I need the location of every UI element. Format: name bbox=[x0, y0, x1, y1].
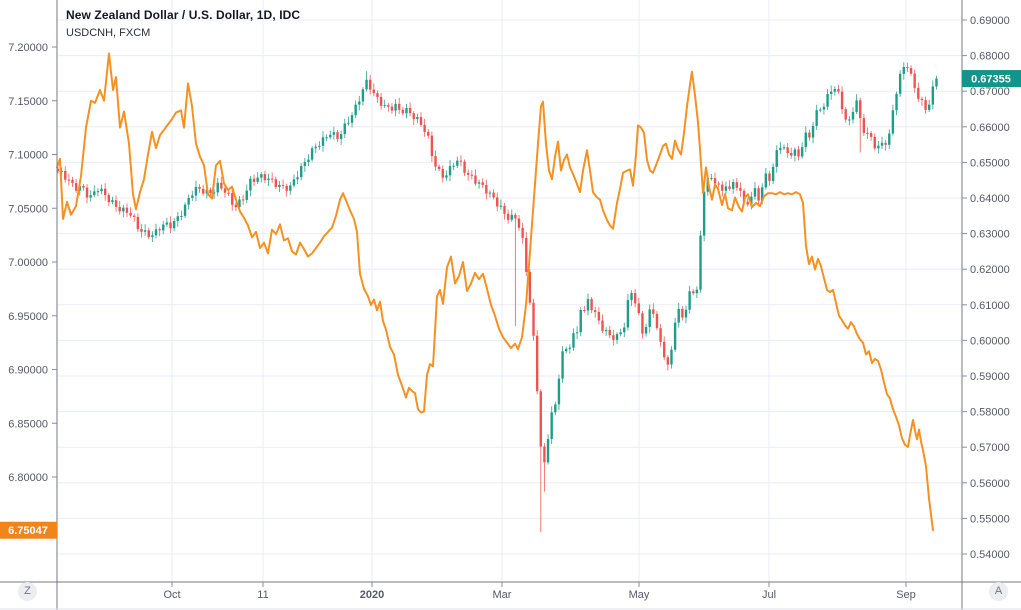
timezone-button[interactable]: Z bbox=[18, 582, 37, 601]
svg-text:0.56000: 0.56000 bbox=[970, 478, 1010, 490]
svg-text:6.80000: 6.80000 bbox=[8, 472, 48, 484]
right-price-axis[interactable]: 0.69000 0.68000 0.67000 0.66000 0.65000 0.640… bbox=[962, 15, 1010, 561]
svg-text:0.64000: 0.64000 bbox=[970, 193, 1010, 205]
svg-text:7.10000: 7.10000 bbox=[8, 150, 48, 162]
svg-text:7.00000: 7.00000 bbox=[8, 257, 48, 269]
svg-text:7.05000: 7.05000 bbox=[8, 203, 48, 215]
svg-text:7.20000: 7.20000 bbox=[8, 42, 48, 54]
svg-text:2020: 2020 bbox=[360, 589, 384, 601]
usdcnh-price-label: 6.75047 bbox=[0, 521, 57, 539]
svg-text:11: 11 bbox=[257, 589, 268, 601]
svg-text:7.15000: 7.15000 bbox=[8, 96, 48, 108]
svg-text:0.57000: 0.57000 bbox=[970, 442, 1010, 454]
svg-text:Sep: Sep bbox=[896, 589, 916, 601]
auto-scale-button[interactable]: A bbox=[989, 582, 1008, 601]
grid-lines bbox=[57, 0, 962, 582]
svg-text:0.69000: 0.69000 bbox=[970, 15, 1010, 27]
svg-text:0.62000: 0.62000 bbox=[970, 264, 1010, 276]
svg-text:0.65000: 0.65000 bbox=[970, 157, 1010, 169]
svg-text:0.68000: 0.68000 bbox=[970, 51, 1010, 63]
nzdusd-last-price: 0.67355 bbox=[971, 74, 1011, 86]
svg-text:0.54000: 0.54000 bbox=[970, 549, 1010, 561]
svg-text:Jul: Jul bbox=[762, 589, 776, 601]
svg-text:May: May bbox=[629, 589, 650, 601]
svg-text:0.63000: 0.63000 bbox=[970, 229, 1010, 241]
usdcnh-last-price: 6.75047 bbox=[8, 525, 48, 537]
svg-text:0.61000: 0.61000 bbox=[970, 300, 1010, 312]
time-axis[interactable]: Oct 11 2020 Mar May Jul Sep bbox=[163, 582, 916, 601]
svg-text:Oct: Oct bbox=[163, 589, 180, 601]
svg-text:6.90000: 6.90000 bbox=[8, 365, 48, 377]
symbol-title[interactable]: New Zealand Dollar / U.S. Dollar, 1D, ID… bbox=[66, 8, 301, 22]
nzdusd-candlestick-series bbox=[56, 62, 938, 532]
svg-text:0.60000: 0.60000 bbox=[970, 335, 1010, 347]
overlay-symbol-subtitle[interactable]: USDCNH, FXCM bbox=[66, 27, 151, 40]
svg-text:6.95000: 6.95000 bbox=[8, 311, 48, 323]
svg-text:6.85000: 6.85000 bbox=[8, 418, 48, 430]
legend[interactable]: New Zealand Dollar / U.S. Dollar, 1D, ID… bbox=[66, 7, 300, 41]
svg-text:0.67000: 0.67000 bbox=[970, 86, 1010, 98]
nzdusd-price-label: 0.67355 bbox=[962, 70, 1021, 88]
svg-text:0.66000: 0.66000 bbox=[970, 122, 1010, 134]
usdcnh-line-series bbox=[56, 52, 934, 532]
left-price-axis[interactable]: 7.20000 7.15000 7.10000 7.05000 7.00000 6.950… bbox=[8, 42, 57, 484]
svg-text:0.59000: 0.59000 bbox=[970, 371, 1010, 383]
svg-text:0.55000: 0.55000 bbox=[970, 513, 1010, 525]
svg-text:0.58000: 0.58000 bbox=[970, 407, 1010, 419]
svg-text:Mar: Mar bbox=[493, 589, 512, 601]
